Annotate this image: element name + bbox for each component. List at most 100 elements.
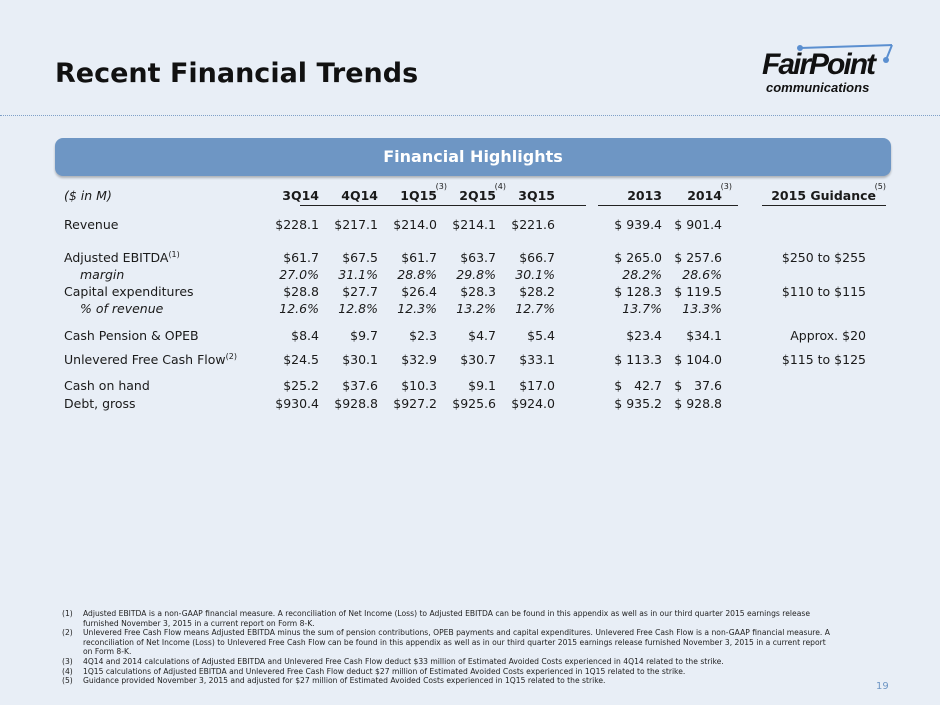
table-cell: 13.2% bbox=[456, 301, 496, 316]
table-cell: $28.2 bbox=[519, 284, 555, 299]
table-cell: $ 113.3 bbox=[614, 352, 662, 367]
logo-subtext: communications bbox=[766, 80, 870, 95]
table-cell: $ 104.0 bbox=[674, 352, 722, 367]
table-cell: $37.6 bbox=[342, 378, 378, 393]
table-cell: $27.7 bbox=[342, 284, 378, 299]
table-cell: $110 to $115 bbox=[781, 284, 866, 299]
table-cell: $ 265.0 bbox=[614, 250, 662, 265]
table-cell: $ 901.4 bbox=[674, 217, 722, 232]
table-row: Cash on hand $25.2 $37.6 $10.3 $9.1 $17.0 $ 42… bbox=[0, 378, 940, 394]
column-header: 2Q15 bbox=[459, 188, 496, 203]
footnote-number: (5) bbox=[62, 676, 73, 686]
table-cell: $ 119.5 bbox=[674, 284, 722, 299]
table-cell: $33.1 bbox=[519, 352, 555, 367]
column-header: 2015 Guidance bbox=[771, 188, 876, 203]
footnote-text: 1Q15 calculations of Adjusted EBITDA and… bbox=[83, 666, 686, 676]
table-cell: $214.1 bbox=[452, 217, 496, 232]
row-label-text: Debt, gross bbox=[64, 396, 136, 411]
fairpoint-logo: FairPoint communications bbox=[762, 42, 897, 98]
header-underline bbox=[762, 205, 886, 206]
table-cell: $28.8 bbox=[283, 284, 319, 299]
table-cell: $28.3 bbox=[460, 284, 496, 299]
table-cell: $61.7 bbox=[283, 250, 319, 265]
table-row: margin 27.0% 31.1% 28.8% 29.8% 30.1% 28.2% 28.6… bbox=[0, 267, 940, 283]
table-cell: $250 to $255 bbox=[781, 250, 866, 265]
row-label-text: Cash on hand bbox=[64, 378, 150, 393]
row-label: margin bbox=[80, 267, 124, 282]
table-cell: 13.3% bbox=[682, 301, 722, 316]
table-cell: $24.5 bbox=[283, 352, 319, 367]
table-cell: $924.0 bbox=[511, 396, 555, 411]
table-cell: $23.4 bbox=[626, 328, 662, 343]
table-cell: 27.0% bbox=[279, 267, 319, 282]
header-underline bbox=[598, 205, 738, 206]
footnote: (5) Guidance provided November 3, 2015 an… bbox=[62, 676, 832, 686]
page-number: 19 bbox=[876, 681, 889, 692]
table-cell: 12.3% bbox=[397, 301, 437, 316]
table-cell: $66.7 bbox=[519, 250, 555, 265]
table-cell: $10.3 bbox=[401, 378, 437, 393]
column-note: (3) bbox=[435, 182, 447, 191]
footnote-number: (4) bbox=[62, 666, 73, 676]
column-note: (4) bbox=[494, 182, 506, 191]
footnote-text: Adjusted EBITDA is a non-GAAP financial … bbox=[83, 609, 810, 628]
table-row: Unlevered Free Cash Flow(2) $24.5 $30.1 $32… bbox=[0, 352, 940, 368]
row-note: (2) bbox=[225, 352, 237, 361]
footnote-number: (2) bbox=[62, 628, 73, 638]
table-cell: $ 37.6 bbox=[674, 378, 722, 393]
table-cell: $930.4 bbox=[275, 396, 319, 411]
table-cell: $228.1 bbox=[275, 217, 319, 232]
table-cell: $ 928.8 bbox=[674, 396, 722, 411]
footnote-number: (1) bbox=[62, 609, 73, 618]
row-label: Capital expenditures bbox=[64, 284, 194, 299]
footnote: (2) Unlevered Free Cash Flow means Adjust… bbox=[62, 628, 832, 657]
column-header: 1Q15 bbox=[400, 188, 437, 203]
column-header: 3Q14 bbox=[282, 188, 319, 203]
table-cell: 28.8% bbox=[397, 267, 437, 282]
table-cell: $2.3 bbox=[409, 328, 437, 343]
table-cell: $8.4 bbox=[291, 328, 319, 343]
table-cell: $ 257.6 bbox=[674, 250, 722, 265]
table-cell: $30.1 bbox=[342, 352, 378, 367]
table-cell: 12.7% bbox=[515, 301, 555, 316]
table-cell: $34.1 bbox=[686, 328, 722, 343]
row-label-text: Cash Pension & OPEB bbox=[64, 328, 199, 343]
column-header: 2014 bbox=[687, 188, 722, 203]
table-cell: 31.1% bbox=[338, 267, 378, 282]
row-label: Debt, gross bbox=[64, 396, 136, 411]
footnote-text: Guidance provided November 3, 2015 and a… bbox=[83, 676, 606, 686]
row-label-text: % of revenue bbox=[80, 301, 164, 316]
table-cell: $ 935.2 bbox=[614, 396, 662, 411]
footnote-text: 4Q14 and 2014 calculations of Adjusted E… bbox=[83, 656, 724, 666]
table-cell: $925.6 bbox=[452, 396, 496, 411]
table-cell: $221.6 bbox=[511, 217, 555, 232]
page-title: Recent Financial Trends bbox=[55, 58, 419, 89]
column-header: 3Q15 bbox=[518, 188, 555, 203]
row-label-text: Revenue bbox=[64, 217, 119, 232]
table-cell: 28.2% bbox=[622, 267, 662, 282]
footnote-number: (3) bbox=[62, 656, 73, 666]
table-row: Revenue $228.1 $217.1 $214.0 $214.1 $221.6 $ 9… bbox=[0, 217, 940, 233]
table-cell: $928.8 bbox=[334, 396, 378, 411]
table-row: % of revenue 12.6% 12.8% 12.3% 13.2% 12.7% 13.… bbox=[0, 301, 940, 317]
table-cell: $214.0 bbox=[393, 217, 437, 232]
table-cell: $5.4 bbox=[527, 328, 555, 343]
table-header: ($ in M) 3Q14 4Q14 1Q15 (3) 2Q15 (4) 3Q15 2013 20… bbox=[0, 182, 940, 204]
table-cell: $115 to $125 bbox=[781, 352, 866, 367]
table-cell: 28.6% bbox=[682, 267, 722, 282]
column-header: 4Q14 bbox=[341, 188, 378, 203]
table-cell: $63.7 bbox=[460, 250, 496, 265]
table-row: Adjusted EBITDA(1) $61.7 $67.5 $61.7 $63.7 $6… bbox=[0, 250, 940, 266]
table-cell: 12.8% bbox=[338, 301, 378, 316]
row-label: Unlevered Free Cash Flow(2) bbox=[64, 352, 237, 367]
header-underline bbox=[300, 205, 586, 206]
footnote-text: Unlevered Free Cash Flow means Adjusted … bbox=[83, 628, 830, 657]
table-cell: $ 42.7 bbox=[614, 378, 662, 393]
column-note: (3) bbox=[720, 182, 732, 191]
row-label: % of revenue bbox=[80, 301, 163, 316]
logo-arc-icon bbox=[797, 44, 893, 63]
section-banner: Financial Highlights bbox=[55, 138, 891, 176]
row-label-text: Unlevered Free Cash Flow bbox=[64, 352, 226, 368]
row-label: Cash Pension & OPEB bbox=[64, 328, 199, 343]
